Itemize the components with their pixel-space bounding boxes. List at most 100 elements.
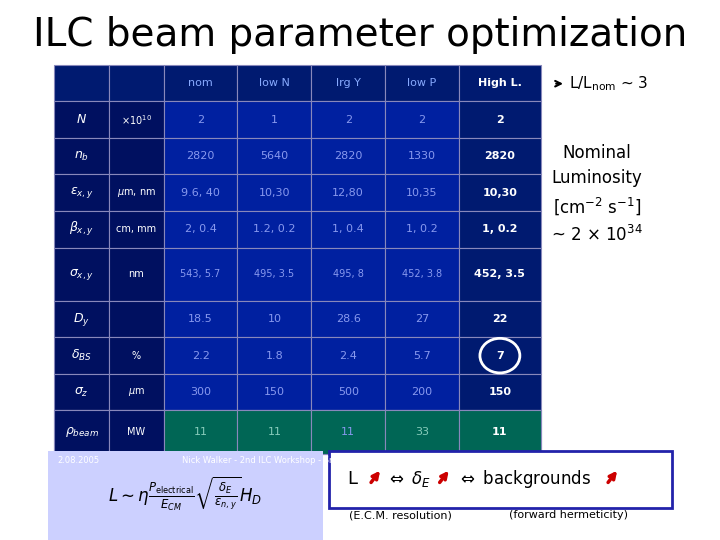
Bar [55,138,109,174]
Bar [163,301,238,338]
Text: 5640: 5640 [261,151,289,161]
Bar [311,65,385,102]
Text: 2: 2 [418,114,426,125]
Bar [163,410,238,454]
Text: 27: 27 [415,314,429,324]
Text: 1, 0.4: 1, 0.4 [333,224,364,234]
Bar [163,247,238,301]
Text: 10,30: 10,30 [482,188,518,198]
Text: 28.6: 28.6 [336,314,361,324]
Text: $N$: $N$ [76,113,87,126]
Text: 495, 3.5: 495, 3.5 [254,269,294,279]
Text: 452, 3.5: 452, 3.5 [474,269,526,279]
Text: 200: 200 [411,387,433,397]
Bar [385,410,459,454]
Bar [238,138,311,174]
Bar [55,247,109,301]
Text: 452, 3.8: 452, 3.8 [402,269,442,279]
Bar [109,410,163,454]
Text: 22: 22 [492,314,508,324]
Bar [238,338,311,374]
Bar [459,374,541,410]
Text: $\beta_{x,y}$: $\beta_{x,y}$ [69,220,94,238]
Text: 150: 150 [264,387,285,397]
Text: L/L$_{\rm nom}$ ~ 3: L/L$_{\rm nom}$ ~ 3 [569,75,649,93]
Text: $\varepsilon_{x,y}$: $\varepsilon_{x,y}$ [70,185,94,200]
Text: 11: 11 [267,427,282,437]
Bar [385,338,459,374]
Bar [459,211,541,247]
Text: 543, 5.7: 543, 5.7 [181,269,221,279]
Bar [109,211,163,247]
Bar [163,65,238,102]
Text: low N: low N [259,78,290,88]
Bar [238,211,311,247]
Bar [55,102,109,138]
Bar [459,410,541,454]
Text: MW: MW [127,427,145,437]
Bar [163,374,238,410]
Bar [459,410,541,454]
Text: 2: 2 [496,114,504,125]
Bar [459,301,541,338]
Text: 9.6, 40: 9.6, 40 [181,188,220,198]
Bar [163,211,238,247]
Text: $\rho_{beam}$: $\rho_{beam}$ [65,425,99,439]
Text: $L \sim \eta \frac{P_{\rm electrical}}{E_{CM}} \sqrt{\frac{\delta_E}{\varepsilon: $L \sim \eta \frac{P_{\rm electrical}}{E… [108,475,263,513]
Bar [55,174,109,211]
Bar [459,65,541,102]
Text: nm: nm [128,269,144,279]
Text: $\mu$m: $\mu$m [128,386,145,398]
Text: Nick Walker - 2nd ILC Workshop - Snowmass - Colorado: Nick Walker - 2nd ILC Workshop - Snowmas… [181,456,414,465]
Bar [311,102,385,138]
Text: 495, 8: 495, 8 [333,269,364,279]
Text: 10,35: 10,35 [406,188,438,198]
Text: 11: 11 [492,427,508,437]
Bar [311,138,385,174]
Bar [109,410,163,454]
Text: 300: 300 [190,387,211,397]
Text: $\mu$m, nm: $\mu$m, nm [117,187,156,199]
Bar [238,410,311,454]
Text: 2.4: 2.4 [339,350,357,361]
Bar [55,301,109,338]
Bar [109,102,163,138]
Text: 11: 11 [341,427,355,437]
Text: 2.08.2005: 2.08.2005 [58,456,99,465]
Bar [109,301,163,338]
Bar [163,138,238,174]
Bar [311,338,385,374]
Text: lrg Y: lrg Y [336,78,361,88]
Bar [385,410,459,454]
Bar [459,338,541,374]
Bar [109,247,163,301]
Bar [55,338,109,374]
Text: L: L [348,470,358,488]
Text: High L.: High L. [478,78,522,88]
Text: 2820: 2820 [485,151,516,161]
Bar [109,174,163,211]
Text: $\sigma_z$: $\sigma_z$ [74,386,89,399]
Text: (E.C.M. resolution): (E.C.M. resolution) [349,510,452,521]
Text: 150: 150 [488,387,511,397]
Bar [311,247,385,301]
Bar [311,301,385,338]
Bar [459,247,541,301]
Bar [311,410,385,454]
Bar [55,410,109,454]
Text: 2: 2 [345,114,352,125]
Bar [385,102,459,138]
Bar [385,138,459,174]
Text: low P: low P [408,78,436,88]
Text: 10,30: 10,30 [258,188,290,198]
Bar [55,410,109,454]
Bar [55,211,109,247]
Text: 18.5: 18.5 [188,314,213,324]
Bar [459,102,541,138]
Bar [385,211,459,247]
FancyBboxPatch shape [329,451,672,508]
Bar [238,65,311,102]
Bar [163,338,238,374]
Text: ILC beam parameter optimization: ILC beam parameter optimization [33,16,687,54]
Text: 1330: 1330 [408,151,436,161]
